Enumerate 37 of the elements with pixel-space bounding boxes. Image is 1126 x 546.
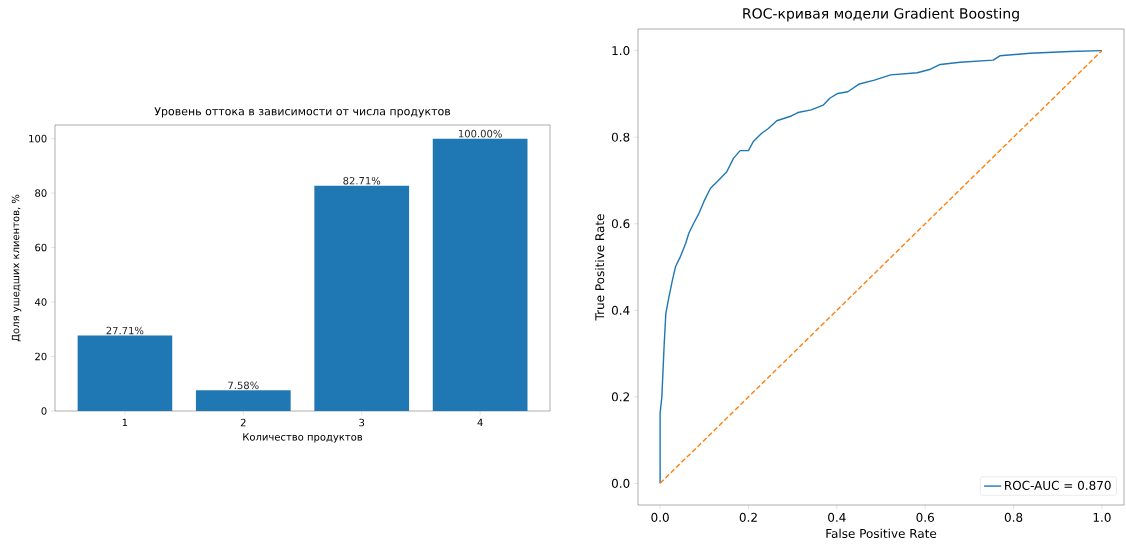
x-tick-label: 0.4 xyxy=(828,512,846,522)
y-axis-title: True Positive Rate xyxy=(594,214,605,321)
bar xyxy=(77,335,173,411)
bar xyxy=(432,138,528,411)
y-tick-label: 0.0 xyxy=(611,478,630,488)
y-tick-label: 1.0 xyxy=(612,46,630,56)
y-tick-label: 0 xyxy=(41,407,47,415)
y-tick-label: 20 xyxy=(35,352,47,361)
x-tick-label: 0.6 xyxy=(916,512,934,522)
data-label: 7.58% xyxy=(228,381,259,390)
data-label: 82.71% xyxy=(343,176,381,185)
legend-label: ROC-AUC = 0.870 xyxy=(1005,480,1111,490)
bar xyxy=(314,185,410,411)
x-tick-label: 1 xyxy=(122,418,128,427)
data-label: 100.00% xyxy=(458,129,502,138)
x-axis-title: False Positive Rate xyxy=(826,528,937,539)
y-tick-label: 60 xyxy=(35,243,47,252)
x-tick-label: 0.2 xyxy=(739,512,757,522)
x-axis-title: Количество продуктов xyxy=(243,433,363,443)
y-tick-label: 100 xyxy=(29,134,47,143)
y-tick-label: 80 xyxy=(35,189,47,197)
y-tick-label: 0.8 xyxy=(611,132,630,142)
x-tick-label: 0.0 xyxy=(651,512,669,522)
y-axis-title: Доля ушедших клиентов, % xyxy=(11,194,22,342)
x-tick-label: 4 xyxy=(477,418,483,427)
y-tick-label: 0.6 xyxy=(611,219,630,229)
bar xyxy=(195,390,291,411)
chart-title: ROC-кривая модели Gradient Boosting xyxy=(743,7,1019,22)
x-tick-label: 3 xyxy=(359,418,365,427)
y-tick-label: 40 xyxy=(34,298,47,306)
y-tick-label: 0.2 xyxy=(611,392,629,402)
chart-title: Уровень оттока в зависимости от числа продуктов xyxy=(154,107,451,118)
x-tick-label: 2 xyxy=(240,418,246,427)
data-label: 27.71% xyxy=(106,326,144,335)
x-tick-label: 0.8 xyxy=(1004,512,1023,522)
x-tick-label: 1.0 xyxy=(1093,512,1111,522)
y-tick-label: 0.4 xyxy=(611,305,630,315)
